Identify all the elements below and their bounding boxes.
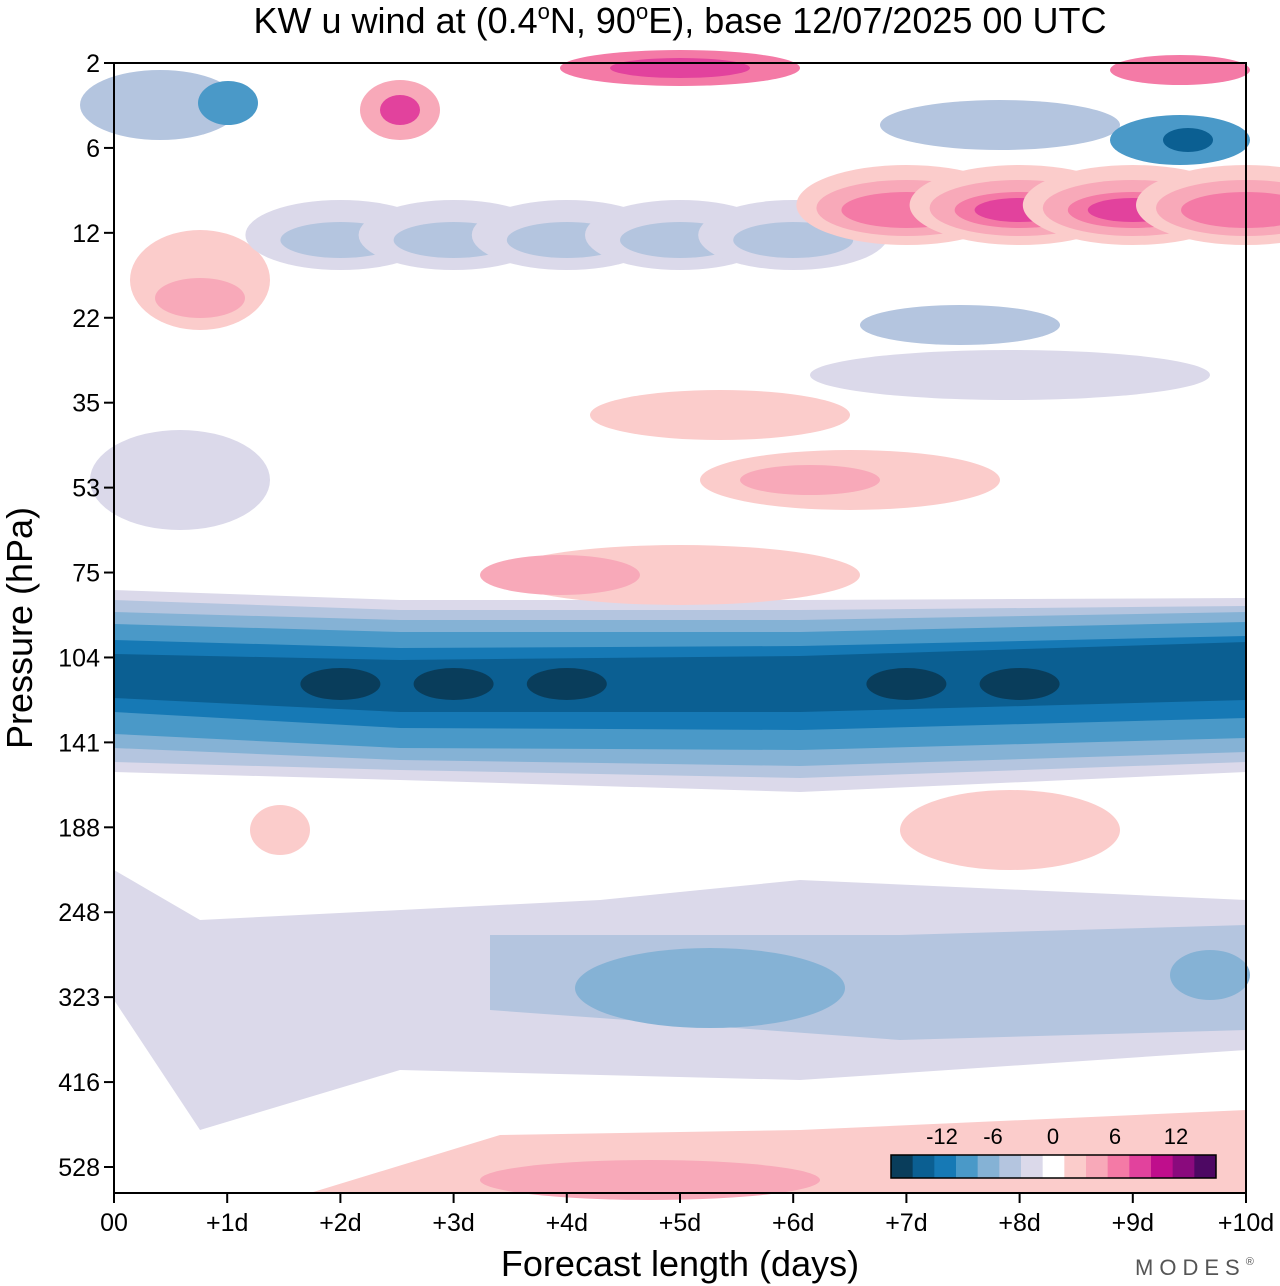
upper-trop-core: [575, 948, 845, 1028]
colorbar-swatch: [1172, 1155, 1195, 1178]
colorbar-swatch: [1151, 1155, 1174, 1178]
x-tick-label: +2d: [319, 1209, 361, 1237]
upper-strat-westerly-core: [610, 58, 750, 78]
x-tick-label: +7d: [885, 1209, 927, 1237]
weak-easterly-core: [860, 305, 1060, 345]
colorbar-frame: [890, 1154, 1217, 1179]
colorbar-swatch: [1064, 1155, 1087, 1178]
colorbar-swatch: [934, 1155, 957, 1178]
colorbar-swatch: [912, 1155, 935, 1178]
colorbar-swatch: [1107, 1155, 1130, 1178]
colorbar: -12 -6 0 6 12: [890, 1124, 1217, 1179]
x-tick-label: +8d: [998, 1209, 1040, 1237]
upper-strat-easterly: [880, 100, 1120, 150]
colorbar-swatch: [1194, 1155, 1217, 1178]
y-tick-label: 141: [58, 729, 100, 757]
chart-title: KW u wind at (0.4oN, 90oE), base 12/07/2…: [254, 0, 1107, 41]
weak-easterly: [90, 430, 270, 530]
x-tick-label: +10d: [1218, 1209, 1274, 1237]
weak-westerly-core: [480, 555, 640, 595]
y-tick-label: 22: [72, 305, 100, 333]
y-axis-title: Pressure (hPa): [0, 507, 40, 749]
upper-strat-easterly: [80, 70, 240, 140]
jet-core: [300, 668, 381, 700]
x-axis-title: Forecast length (days): [501, 1243, 859, 1284]
x-tick-label: +6d: [772, 1209, 814, 1237]
colorbar-swatch: [1086, 1155, 1109, 1178]
strat-westerly: [1181, 192, 1280, 228]
brand-logo: MODES®: [1135, 1255, 1260, 1280]
weak-westerly-core: [740, 465, 880, 495]
x-tick-label: +5d: [659, 1209, 701, 1237]
weak-easterly: [810, 350, 1210, 400]
plot-area: 00 +1d +2d +3d +4d +5d +6d +7d +8d +9d +10d 2 6 12 22…: [58, 50, 1280, 1237]
colorbar-tick-label: 12: [1164, 1124, 1188, 1149]
y-tick-label: 2: [86, 50, 100, 78]
y-tick-label: 75: [72, 560, 100, 588]
y-tick-label: 53: [72, 475, 100, 503]
x-tick-label: 00: [100, 1209, 128, 1237]
jet-core: [526, 668, 607, 700]
weak-westerly: [250, 805, 310, 855]
jet-core: [979, 668, 1060, 700]
colorbar-swatch: [956, 1155, 979, 1178]
upper-strat-easterly-core: [1163, 128, 1213, 152]
jet-level-6: [114, 642, 1246, 712]
y-tick-label: 104: [58, 644, 100, 672]
weak-westerly-core: [155, 278, 245, 318]
y-tick-label: 188: [58, 814, 100, 842]
colorbar-swatch: [1042, 1155, 1065, 1178]
y-tick-label: 323: [58, 984, 100, 1012]
x-tick-label: +1d: [206, 1209, 248, 1237]
jet-core: [866, 668, 947, 700]
colorbar-swatch: [999, 1155, 1022, 1178]
y-tick-label: 12: [72, 220, 100, 248]
upper-strat-westerly-core: [380, 95, 420, 125]
x-tick-label: +3d: [432, 1209, 474, 1237]
y-tick-label: 416: [58, 1069, 100, 1097]
upper-strat-westerly: [1110, 55, 1250, 85]
contour-fields: [80, 50, 1280, 1200]
weak-westerly: [900, 790, 1120, 870]
y-tick-label: 528: [58, 1154, 100, 1182]
x-tick-label: +9d: [1112, 1209, 1154, 1237]
x-tick-label: +4d: [546, 1209, 588, 1237]
y-tick-label: 35: [72, 390, 100, 418]
colorbar-tick-label: 0: [1047, 1124, 1059, 1149]
y-axis: 2 6 12 22 35 53 75 104 141 188 248 323 416 528: [58, 50, 114, 1182]
upper-trop-core: [1170, 950, 1250, 1000]
weak-westerly: [590, 390, 850, 440]
y-tick-label: 248: [58, 899, 100, 927]
jet-core: [413, 668, 494, 700]
mid-trop-core: [480, 1160, 820, 1200]
upper-strat-easterly-core: [198, 81, 258, 125]
colorbar-tick-label: -6: [983, 1124, 1003, 1149]
colorbar-tick-label: 6: [1109, 1124, 1121, 1149]
x-axis: 00 +1d +2d +3d +4d +5d +6d +7d +8d +9d +10d: [100, 1193, 1274, 1237]
colorbar-swatch: [891, 1155, 914, 1178]
colorbar-swatch: [1021, 1155, 1044, 1178]
colorbar-swatch: [977, 1155, 1000, 1178]
colorbar-tick-label: -12: [926, 1124, 958, 1149]
colorbar-swatch: [1129, 1155, 1152, 1178]
y-tick-label: 6: [86, 135, 100, 163]
